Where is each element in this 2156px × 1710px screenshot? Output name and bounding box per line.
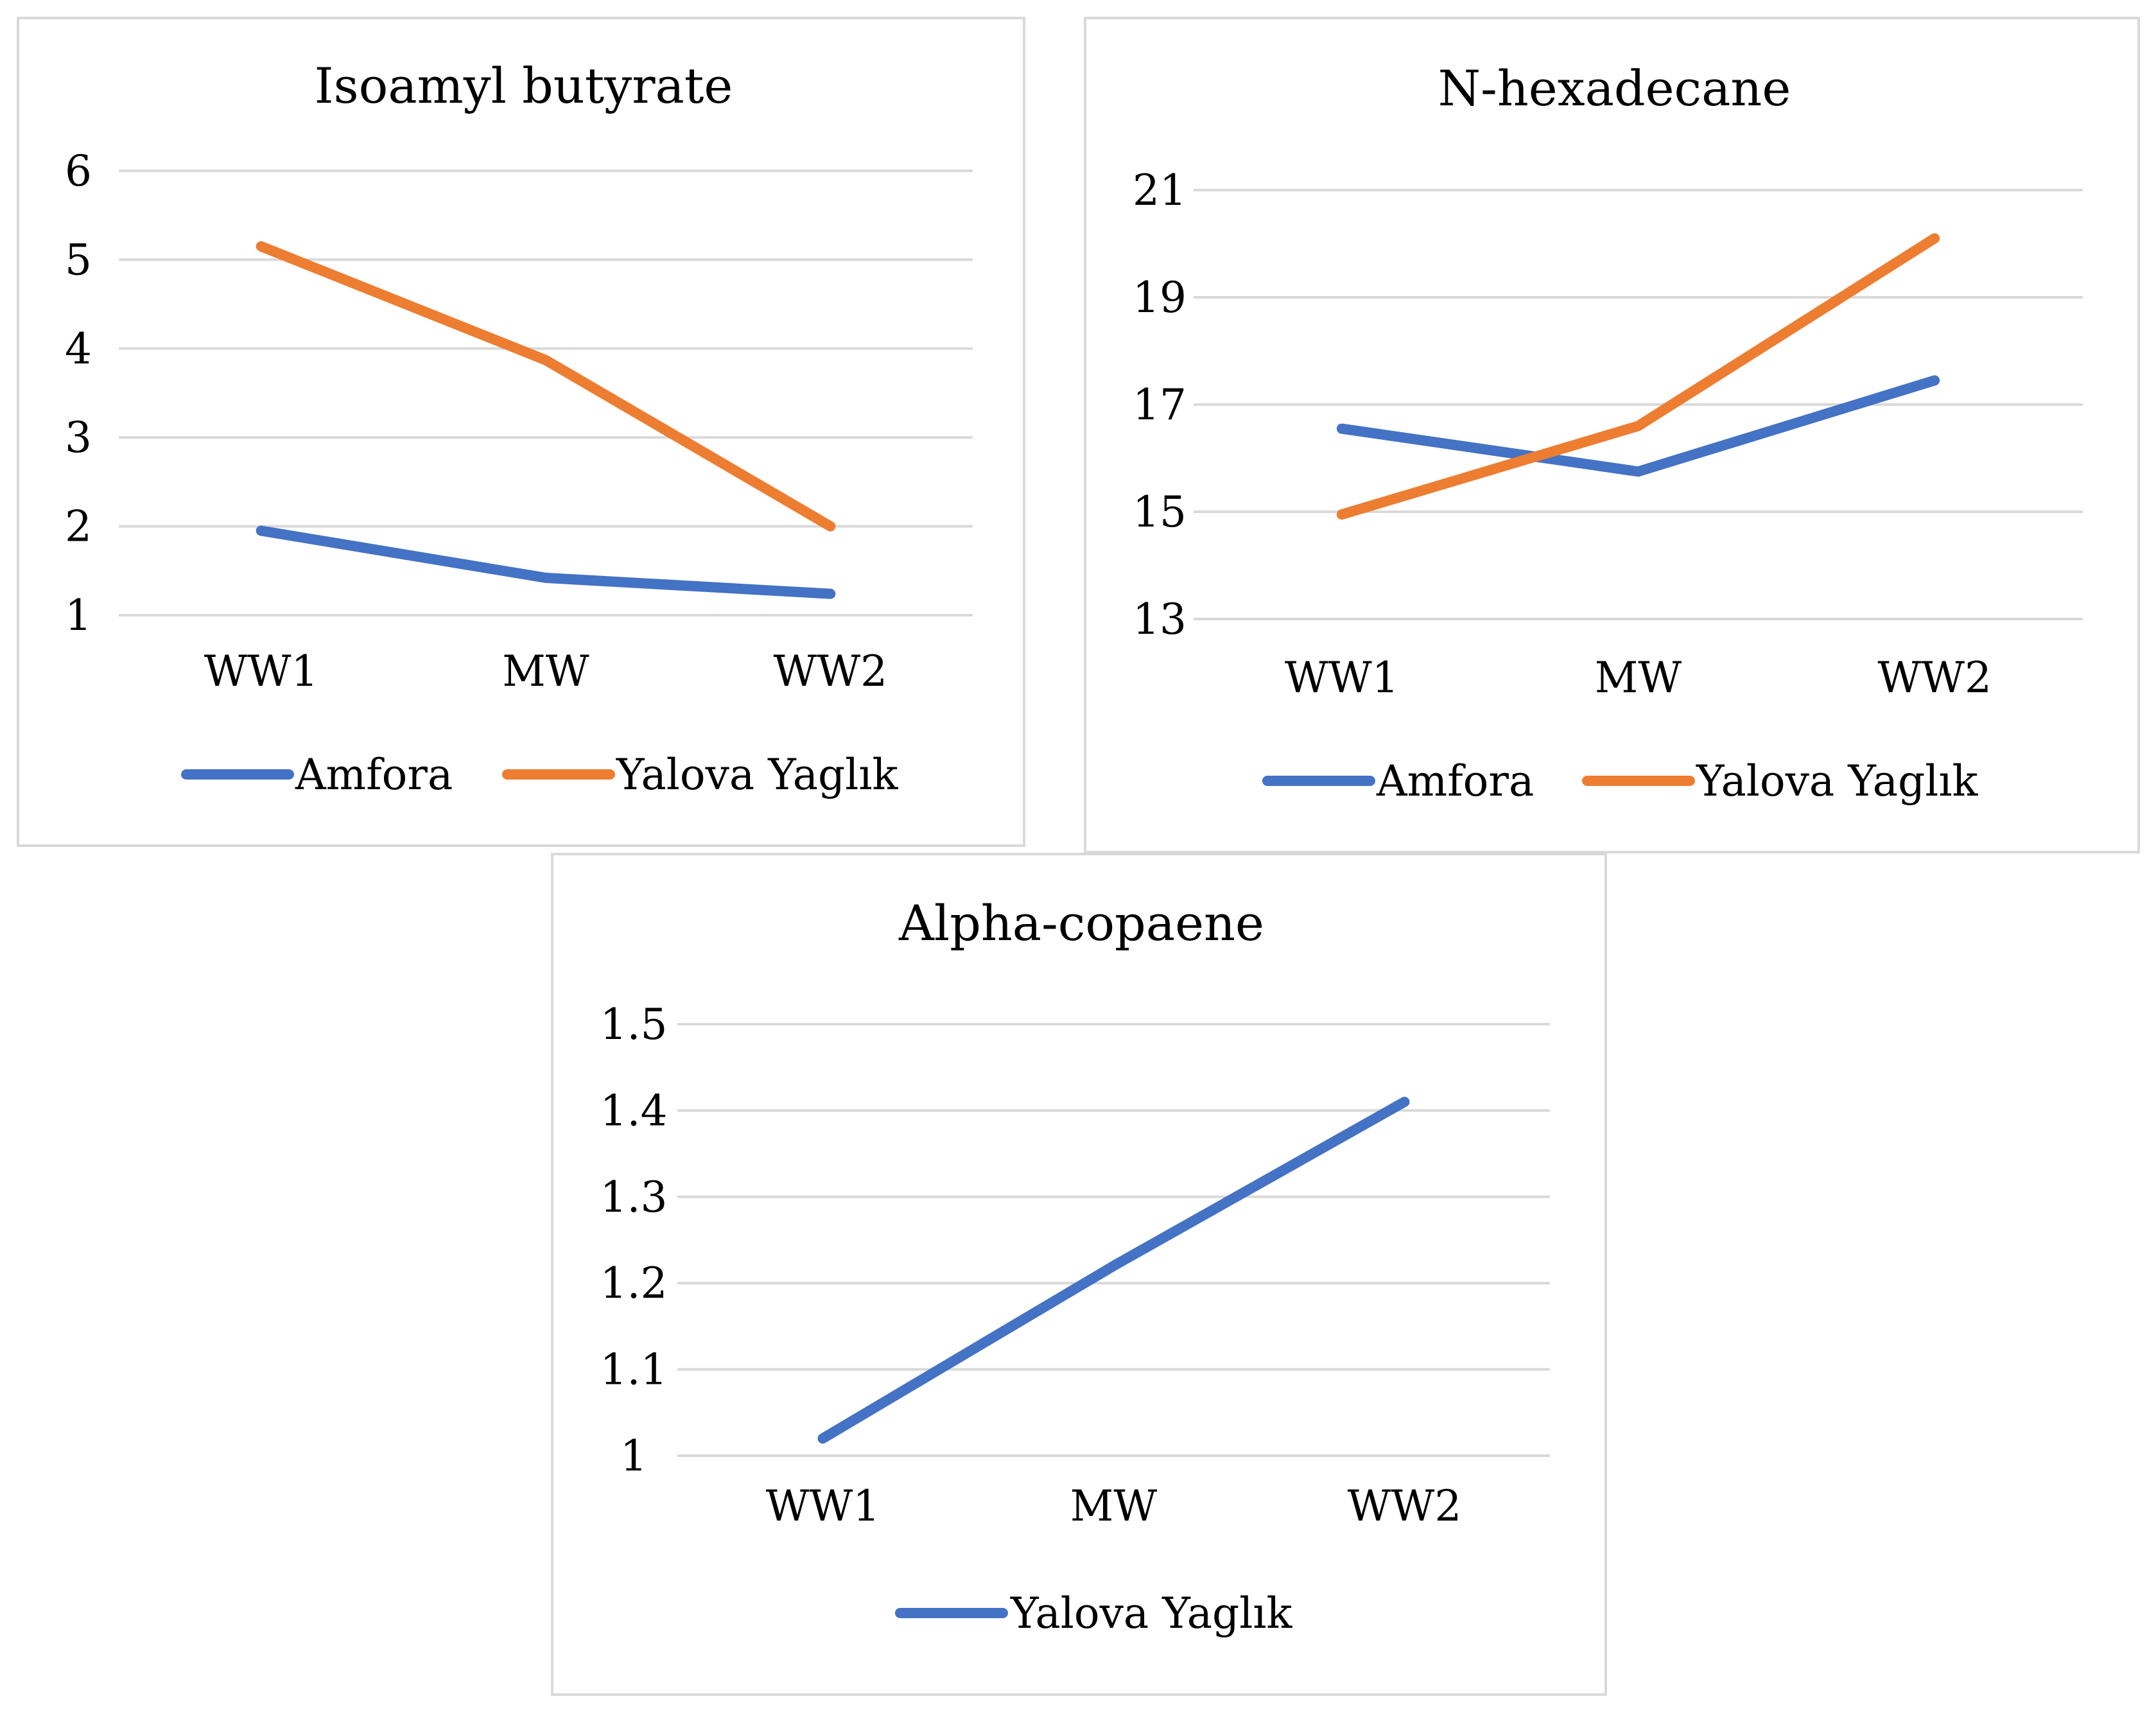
y-tick-label: 4 <box>65 324 92 374</box>
y-tick-label: 1.5 <box>600 1000 668 1049</box>
y-tick-label: 2 <box>65 502 92 552</box>
x-category-label: WW1 <box>1285 653 1399 702</box>
chart-panel-n-hexadecane: N-hexadecane 13 15 17 19 21 WW1 MW WW2 Amfora Yalo… <box>1084 17 2140 853</box>
y-tick-label: 1 <box>65 591 92 640</box>
y-tick-label: 3 <box>65 413 92 462</box>
y-tick-label: 17 <box>1133 380 1187 430</box>
chart-panel-alpha-copaene: Alpha-copaene 1 1.1 1.2 1.3 1.4 1.5 WW1 MW WW2 Yal… <box>551 853 1607 1696</box>
chart-panel-isoamyl-butyrate: Isoamyl butyrate 1 2 3 4 5 6 WW1 MW WW2 Amfora Yalo… <box>17 17 1025 847</box>
legend-label: Yalova Yaglık <box>616 750 899 799</box>
legend-label: Amfora <box>295 750 453 799</box>
series-line-amfora <box>256 525 836 599</box>
y-tick-label: 1.2 <box>600 1259 668 1308</box>
y-tick-label: 1.1 <box>600 1345 668 1395</box>
x-category-label: WW2 <box>1348 1481 1462 1531</box>
legend-label: Yalova Yaglık <box>1010 1589 1293 1638</box>
y-tick-label: 13 <box>1133 595 1187 644</box>
legend-label: Yalova Yaglık <box>1696 756 1979 806</box>
chart-svg: Alpha-copaene 1 1.1 1.2 1.3 1.4 1.5 WW1 MW WW2 Yal… <box>600 894 1550 1638</box>
x-category-label: MW <box>1070 1481 1158 1531</box>
y-tick-label: 21 <box>1133 166 1187 215</box>
y-tick-label: 19 <box>1133 273 1187 322</box>
chart-svg: N-hexadecane 13 15 17 19 21 WW1 MW WW2 Amfora Yalo… <box>1133 60 2083 806</box>
legend-label: Amfora <box>1376 756 1534 806</box>
chart-title: N-hexadecane <box>1438 60 1791 117</box>
y-tick-label: 1 <box>620 1431 647 1481</box>
x-category-label: WW1 <box>204 647 318 696</box>
series-line-yalova-yaglık <box>817 1096 1410 1444</box>
chart-title: Isoamyl butyrate <box>315 57 733 114</box>
y-tick-label: 6 <box>65 146 92 196</box>
chart-svg: Isoamyl butyrate 1 2 3 4 5 6 WW1 MW WW2 Amfora Yalo… <box>65 57 973 799</box>
x-category-label: WW2 <box>773 647 887 696</box>
y-tick-label: 15 <box>1133 487 1187 537</box>
x-category-label: MW <box>502 647 589 696</box>
y-tick-label: 5 <box>65 235 92 284</box>
y-tick-label: 1.3 <box>600 1173 668 1222</box>
x-category-label: WW2 <box>1877 653 1992 702</box>
x-category-label: MW <box>1595 653 1682 702</box>
y-tick-label: 1.4 <box>600 1086 668 1135</box>
series-line-yalova-yaglık <box>256 241 836 532</box>
chart-title: Alpha-copaene <box>898 894 1264 952</box>
x-category-label: WW1 <box>766 1481 880 1531</box>
